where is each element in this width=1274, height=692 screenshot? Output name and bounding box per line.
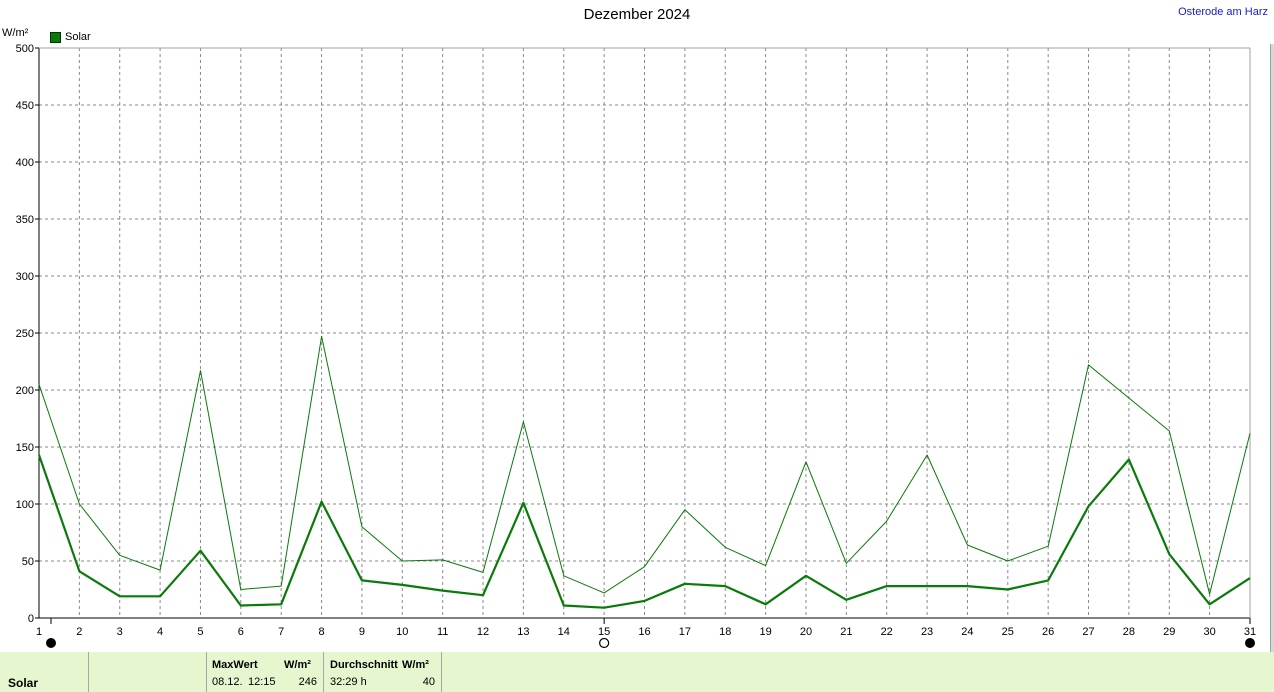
x-tick-label: 5 xyxy=(197,626,203,638)
x-tick-label: 26 xyxy=(1042,626,1054,638)
y-tick-label: 0 xyxy=(28,613,34,625)
x-tick-label: 22 xyxy=(881,626,893,638)
y-axis-unit: W/m² xyxy=(2,27,29,39)
legend-label: Solar xyxy=(65,31,91,43)
series-line-max xyxy=(38,335,1251,595)
x-tick-label: 31 xyxy=(1244,626,1256,638)
footer-max-cell: MaxWert W/m² 08.12. 12:15 246 xyxy=(206,652,324,692)
full-moon-icon xyxy=(599,637,610,649)
y-tick-label: 50 xyxy=(22,556,34,568)
x-tick-label: 19 xyxy=(759,626,771,638)
x-tick-label: 28 xyxy=(1123,626,1135,638)
scrollbar[interactable] xyxy=(1270,44,1274,652)
x-tick-label: 18 xyxy=(719,626,731,638)
avg-unit: W/m² xyxy=(402,659,429,671)
y-tick-label: 400 xyxy=(16,157,34,169)
series-line-average xyxy=(37,454,1251,609)
y-tick-label: 500 xyxy=(16,43,34,55)
new-moon-icon xyxy=(1245,638,1255,648)
x-tick-label: 14 xyxy=(558,626,570,638)
x-tick-label: 2 xyxy=(76,626,82,638)
x-tick-label: 29 xyxy=(1163,626,1175,638)
x-tick-label: 6 xyxy=(238,626,244,638)
x-tick-label: 8 xyxy=(319,626,325,638)
avg-value: 40 xyxy=(422,676,435,688)
y-tick-label: 200 xyxy=(16,385,34,397)
x-tick-label: 24 xyxy=(961,626,973,638)
footer-spacer-cell xyxy=(88,652,207,692)
max-header: MaxWert xyxy=(212,659,258,671)
y-tick-label: 450 xyxy=(16,100,34,112)
new-moon-icon xyxy=(46,638,56,648)
footer-avg-cell: Durchschnitt W/m² 32:29 h 40 xyxy=(323,652,442,692)
y-tick-label: 300 xyxy=(16,271,34,283)
x-tick-label: 27 xyxy=(1082,626,1094,638)
x-tick-label: 17 xyxy=(679,626,691,638)
x-tick-label: 10 xyxy=(396,626,408,638)
station-name: Osterode am Harz xyxy=(1178,6,1268,18)
y-tick-label: 100 xyxy=(16,499,34,511)
y-tick-label: 250 xyxy=(16,328,34,340)
x-tick-label: 9 xyxy=(359,626,365,638)
max-value: 246 xyxy=(298,676,317,688)
x-tick-label: 3 xyxy=(117,626,123,638)
x-tick-label: 30 xyxy=(1204,626,1216,638)
x-tick-label: 1 xyxy=(36,626,42,638)
legend: Solar xyxy=(50,31,91,43)
x-tick-label: 15 xyxy=(598,626,610,638)
legend-swatch xyxy=(50,31,61,43)
x-tick-label: 13 xyxy=(517,626,529,638)
avg-header: Durchschnitt xyxy=(330,659,398,671)
summary-footer: Solar MaxWert W/m² 08.12. 12:15 246 Durc… xyxy=(0,652,1274,692)
y-tick-label: 150 xyxy=(16,442,34,454)
x-tick-label: 23 xyxy=(921,626,933,638)
x-tick-label: 21 xyxy=(840,626,852,638)
x-tick-label: 12 xyxy=(477,626,489,638)
max-date: 08.12. xyxy=(212,676,243,688)
max-time: 12:15 xyxy=(248,676,276,688)
x-tick-label: 25 xyxy=(1002,626,1014,638)
x-tick-label: 16 xyxy=(638,626,650,638)
avg-duration: 32:29 h xyxy=(330,676,367,688)
x-tick-label: 4 xyxy=(157,626,163,638)
x-tick-label: 7 xyxy=(278,626,284,638)
x-tick-label: 11 xyxy=(437,626,448,638)
chart-title: Dezember 2024 xyxy=(583,6,691,23)
footer-label-cell: Solar xyxy=(0,652,89,692)
y-tick-label: 350 xyxy=(16,214,34,226)
footer-row-label: Solar xyxy=(8,676,39,690)
max-unit: W/m² xyxy=(284,659,311,671)
x-tick-label: 20 xyxy=(800,626,812,638)
